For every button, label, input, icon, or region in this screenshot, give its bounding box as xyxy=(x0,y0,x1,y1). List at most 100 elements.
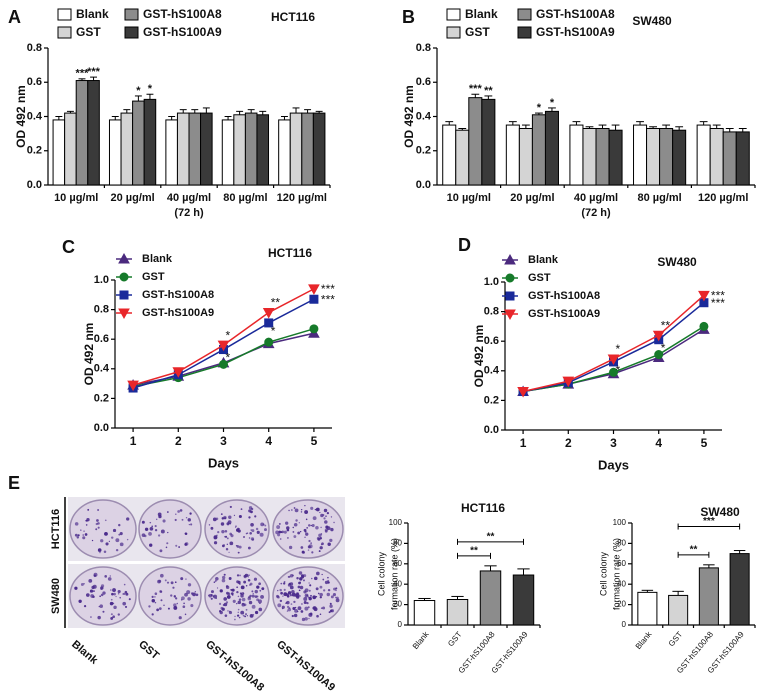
colony xyxy=(264,528,267,532)
colony xyxy=(310,594,312,597)
y-axis-label: Cell colony xyxy=(376,551,386,596)
colony xyxy=(234,618,236,621)
colony xyxy=(167,531,169,534)
colony xyxy=(219,589,223,593)
bar xyxy=(221,119,235,186)
colony xyxy=(225,548,229,551)
colony xyxy=(318,533,322,538)
bar xyxy=(143,98,157,186)
colony xyxy=(238,545,242,549)
colony xyxy=(308,582,310,584)
colony xyxy=(260,595,264,599)
colony xyxy=(326,512,330,515)
colony xyxy=(286,526,290,530)
colony xyxy=(308,596,310,598)
legend-swatch xyxy=(517,26,532,39)
marker xyxy=(607,354,620,365)
colony xyxy=(293,600,296,604)
y-tick-label: 60 xyxy=(617,559,626,568)
colony xyxy=(283,582,286,585)
colony xyxy=(149,526,154,531)
colony xyxy=(100,539,104,543)
x-tick-label: 40 µg/ml xyxy=(167,192,211,204)
colony xyxy=(315,507,320,512)
colony xyxy=(164,579,167,582)
x-tick-label: 120 µg/ml xyxy=(698,192,748,204)
colony xyxy=(254,610,259,615)
colony xyxy=(333,587,336,591)
significance-label: ** xyxy=(487,531,495,542)
colony xyxy=(163,604,165,607)
colony xyxy=(330,595,334,599)
colony xyxy=(208,524,211,526)
colony xyxy=(291,614,294,618)
colony xyxy=(241,602,246,607)
colony xyxy=(187,597,191,601)
colony xyxy=(289,585,294,590)
x-tick-label: 10 µg/ml xyxy=(447,192,491,204)
colony xyxy=(144,534,147,538)
colony xyxy=(323,589,326,592)
colony xyxy=(234,615,236,618)
colony xyxy=(250,537,255,541)
colony xyxy=(293,613,298,618)
colony xyxy=(227,520,232,524)
significance-label: ** xyxy=(271,296,281,310)
colony xyxy=(154,596,156,598)
colony xyxy=(291,594,294,596)
colony xyxy=(326,592,331,597)
colony xyxy=(264,524,267,527)
legend-marker xyxy=(505,273,515,283)
legend-label: GST xyxy=(528,272,551,284)
colony xyxy=(144,527,149,532)
colony xyxy=(224,614,228,617)
legend-swatch xyxy=(57,26,72,39)
colony xyxy=(223,602,228,607)
significance-label: *** xyxy=(321,282,335,296)
culture-dish xyxy=(138,499,202,559)
colony xyxy=(208,594,210,597)
colony xyxy=(218,602,222,606)
colony xyxy=(292,607,296,611)
colony xyxy=(320,513,324,518)
bar xyxy=(735,131,750,186)
colony xyxy=(243,580,247,584)
x-tick-label: 20 µg/ml xyxy=(510,192,554,204)
colony xyxy=(166,581,170,584)
colony xyxy=(107,577,112,581)
colony xyxy=(160,599,163,602)
colony xyxy=(320,607,323,609)
y-tick-label: 100 xyxy=(613,518,627,527)
colony xyxy=(179,509,183,512)
colony xyxy=(74,533,78,537)
y-tick-label: 20 xyxy=(617,600,626,609)
colony xyxy=(210,590,214,594)
colony xyxy=(184,592,188,597)
y-axis-label: OD 492 nm xyxy=(14,85,28,148)
colony xyxy=(305,518,308,521)
colony xyxy=(277,603,282,608)
colony xyxy=(316,536,320,540)
marker xyxy=(309,324,319,334)
marker xyxy=(172,367,185,378)
colony xyxy=(210,526,214,530)
y-tick-label: 0.8 xyxy=(416,42,431,54)
colony xyxy=(117,589,121,594)
bar xyxy=(188,112,202,186)
colony xyxy=(248,537,251,539)
colony xyxy=(244,615,247,618)
legend-label: GST-hS100A8 xyxy=(142,289,214,301)
significance-label: *** xyxy=(321,292,335,306)
colony xyxy=(128,598,131,601)
panel-letter: B xyxy=(402,7,415,27)
colony xyxy=(123,583,126,586)
colony xyxy=(248,600,253,605)
y-tick-label: 20 xyxy=(393,600,402,609)
colony xyxy=(287,591,292,595)
legend-marker xyxy=(504,309,516,321)
colony xyxy=(218,610,222,613)
significance-label: *** xyxy=(469,83,483,95)
bar xyxy=(479,570,502,626)
significance-label: ** xyxy=(690,544,698,555)
